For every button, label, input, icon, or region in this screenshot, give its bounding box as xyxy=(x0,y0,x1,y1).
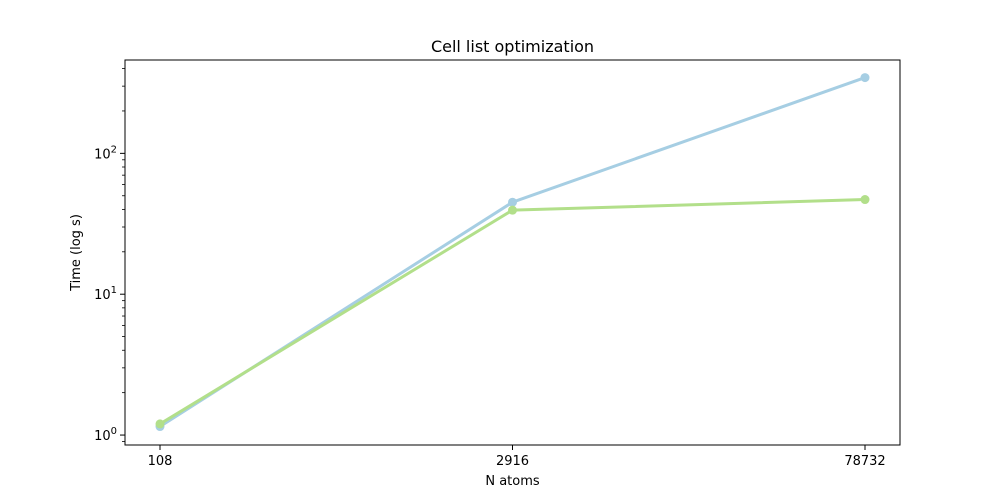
y-tick-exponent: 0 xyxy=(111,426,117,437)
x-axis-ticks: 108 2916 78732 xyxy=(148,445,886,469)
y-tick-exponent: 1 xyxy=(111,285,117,296)
x-tick-label: 78732 xyxy=(844,454,885,469)
plot-area xyxy=(124,59,901,446)
y-tick-base: 10 xyxy=(94,288,111,303)
series-2-point xyxy=(508,205,517,215)
y-tick-base: 10 xyxy=(94,147,111,162)
series-2-point xyxy=(155,419,165,429)
series-2-point xyxy=(860,195,870,205)
chart-title: Cell list optimization xyxy=(431,37,594,56)
y-tick-base: 10 xyxy=(94,429,111,444)
y-tick-label: 102 xyxy=(94,144,117,162)
series-1-point xyxy=(508,197,517,207)
series-layer xyxy=(155,73,870,432)
y-tick-label: 101 xyxy=(94,285,117,303)
x-axis-label: N atoms xyxy=(485,474,540,489)
y-axis-label: Time (log s) xyxy=(69,214,84,292)
y-tick-label: 100 xyxy=(94,426,117,444)
series-1-point xyxy=(860,73,870,83)
y-tick-exponent: 2 xyxy=(111,144,117,155)
x-tick-label: 2916 xyxy=(496,454,529,469)
x-tick-label: 108 xyxy=(148,454,173,469)
